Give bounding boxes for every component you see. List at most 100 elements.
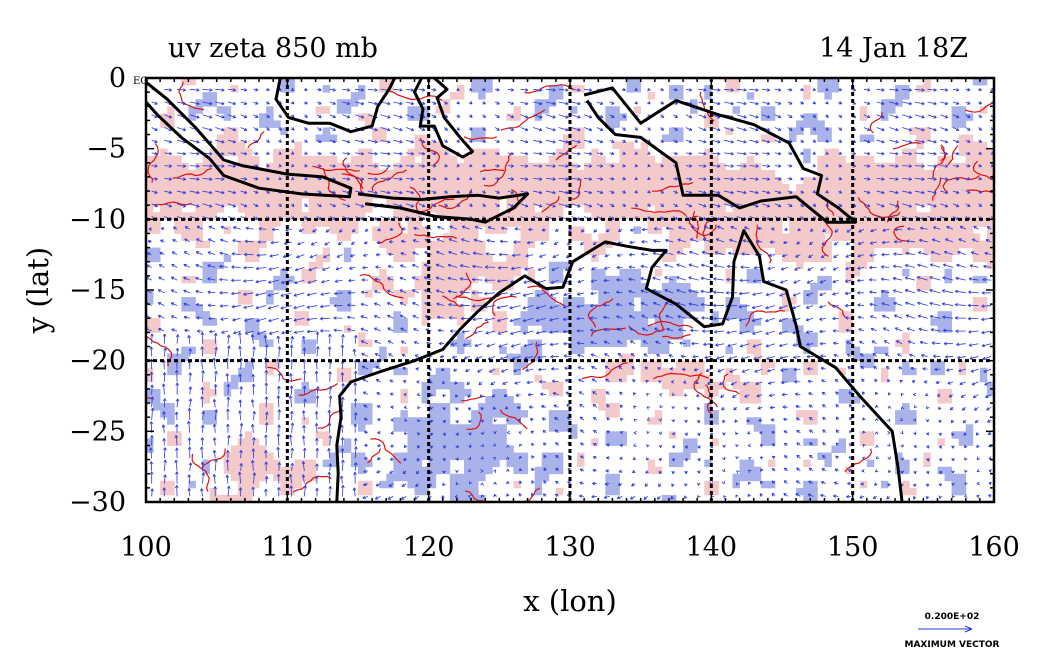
vorticity-cell <box>223 198 232 206</box>
vorticity-cell <box>167 169 175 178</box>
vorticity-cell <box>704 219 712 227</box>
vorticity-cell <box>146 290 154 298</box>
vorticity-cell <box>485 184 493 192</box>
vorticity-cell <box>259 233 267 241</box>
vorticity-cell <box>902 169 910 178</box>
vorticity-cell <box>824 85 832 93</box>
vorticity-cell <box>421 452 430 460</box>
vorticity-cell <box>697 219 705 227</box>
wind-vector <box>187 407 192 421</box>
vorticity-cell <box>449 431 458 439</box>
vorticity-cell <box>697 226 705 234</box>
vorticity-cell <box>146 388 154 397</box>
vorticity-cell <box>456 92 465 100</box>
vorticity-cell <box>442 184 451 192</box>
vorticity-cell <box>464 184 472 192</box>
vorticity-cell <box>358 155 366 164</box>
wind-vector <box>174 485 179 497</box>
vorticity-cell <box>428 247 437 256</box>
vorticity-cell <box>859 205 868 213</box>
vorticity-cell <box>223 226 232 234</box>
vorticity-cell <box>372 184 380 192</box>
vorticity-cell <box>986 155 994 164</box>
vorticity-cell <box>803 205 811 213</box>
vorticity-cell <box>640 290 649 298</box>
vorticity-cell <box>612 120 620 128</box>
vorticity-cell <box>407 452 415 460</box>
vorticity-cell <box>456 304 465 312</box>
vorticity-cell <box>888 304 896 312</box>
vorticity-cell <box>146 438 154 446</box>
vorticity-cell <box>668 247 677 256</box>
vorticity-cell <box>923 85 931 93</box>
vorticity-cell <box>492 282 500 291</box>
wind-vector <box>150 396 155 408</box>
vorticity-cell <box>605 205 613 213</box>
vorticity-cell <box>336 162 345 171</box>
vorticity-cell <box>817 282 825 291</box>
vorticity-cell <box>626 332 634 340</box>
vorticity-cell <box>513 403 521 411</box>
vorticity-cell <box>591 332 599 340</box>
vorticity-cell <box>485 438 493 446</box>
vorticity-cell <box>782 233 790 241</box>
vorticity-cell <box>393 452 401 460</box>
vorticity-cell <box>873 240 882 248</box>
vorticity-cell <box>902 212 910 220</box>
vorticity-cell <box>619 332 627 340</box>
vorticity-cell <box>294 212 302 220</box>
wind-vector <box>158 327 165 332</box>
vorticity-cell <box>456 254 465 263</box>
vorticity-cell <box>965 233 974 241</box>
vorticity-cell <box>421 438 430 446</box>
vorticity-cell <box>329 226 338 234</box>
vorticity-cell <box>916 233 924 241</box>
vorticity-cell <box>909 184 917 192</box>
vorticity-cell <box>661 155 670 164</box>
wind-vector <box>219 291 228 295</box>
wind-vector <box>188 398 193 408</box>
vorticity-cell <box>400 367 408 376</box>
vorticity-cell <box>845 268 854 277</box>
vorticity-cell <box>668 191 677 199</box>
vorticity-cell <box>471 134 479 142</box>
wind-vector <box>231 304 241 309</box>
vorticity-cell <box>591 268 599 277</box>
vorticity-cell <box>209 261 218 270</box>
vorticity-cell <box>223 113 232 121</box>
vorticity-cell <box>365 155 373 164</box>
vorticity-cell <box>527 268 536 277</box>
vorticity-cell <box>209 339 218 347</box>
vorticity-cell <box>230 494 239 502</box>
vorticity-cell <box>435 254 444 263</box>
vorticity-cell <box>167 191 175 199</box>
vorticity-cell <box>711 233 719 241</box>
vorticity-cell <box>188 169 196 178</box>
vorticity-cell <box>612 438 620 446</box>
vorticity-contour <box>359 273 404 299</box>
vorticity-cell <box>527 212 536 220</box>
vorticity-cell <box>817 184 825 192</box>
vorticity-cell <box>237 240 246 248</box>
vorticity-cell <box>626 212 634 220</box>
vorticity-cell <box>471 268 479 277</box>
wind-vector <box>202 114 213 119</box>
wind-vector <box>202 177 213 181</box>
vorticity-cell <box>160 191 168 199</box>
vorticity-cell <box>421 169 430 178</box>
vorticity-cell <box>697 367 705 376</box>
vorticity-cell <box>322 198 331 206</box>
vorticity-cell <box>796 120 804 128</box>
vorticity-cell <box>520 346 528 354</box>
vorticity-cell <box>577 318 585 326</box>
vorticity-cell <box>456 473 465 482</box>
vorticity-cell <box>803 155 811 164</box>
vorticity-cell <box>880 198 889 206</box>
vorticity-cell <box>859 184 868 192</box>
vorticity-cell <box>442 176 451 185</box>
vorticity-cell <box>223 176 232 185</box>
wind-vector <box>149 471 154 484</box>
vorticity-cell <box>895 169 903 178</box>
vorticity-cell <box>577 198 585 206</box>
vorticity-cell <box>902 191 910 199</box>
